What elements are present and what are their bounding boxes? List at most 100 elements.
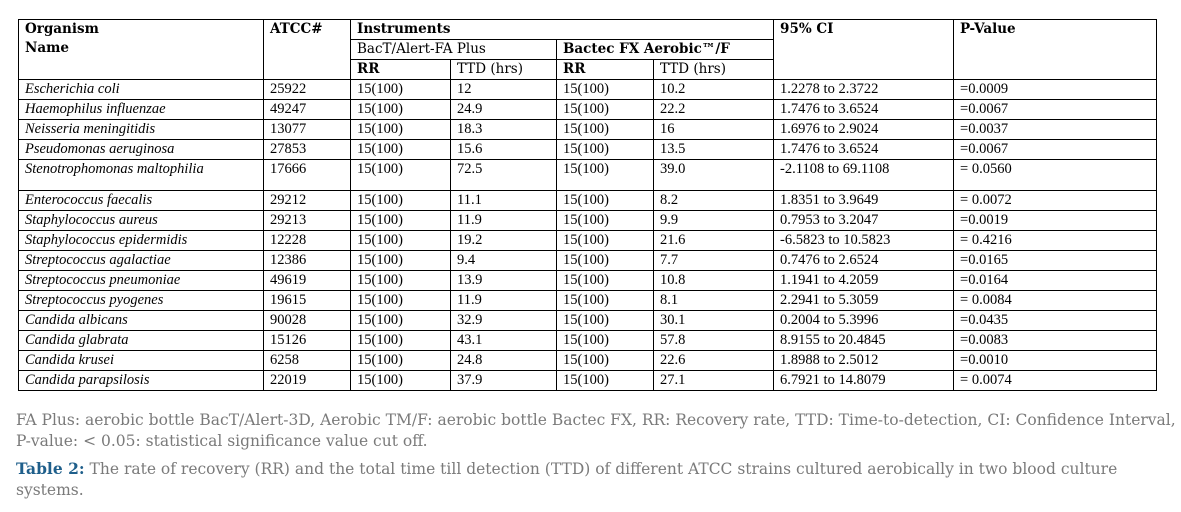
header-row-1: Organism Name ATCC# Instruments 95% CI P-…: [18, 19, 1158, 80]
table-row: Streptococcus agalactiae 12386 15(100) 9.4 1…: [18, 250, 1158, 271]
organism-cell: Neisseria meningitidis: [18, 119, 264, 140]
rr-bactec-cell: 15(100): [556, 99, 654, 120]
atcc-cell: 12228: [263, 230, 351, 251]
ci-cell: 8.9155 to 20.4845: [773, 330, 955, 351]
ttd-bactec-cell: 10.2: [652, 79, 775, 100]
atcc-cell: 6258: [263, 350, 351, 371]
rr-bactec-cell: 15(100): [556, 79, 654, 100]
table-row: Pseudomonas aeruginosa 27853 15(100) 15.6 15…: [18, 139, 1158, 160]
rr-bact-cell: 15(100): [350, 139, 451, 160]
atcc-cell: 25922: [263, 79, 351, 100]
rr-bactec-cell: 15(100): [556, 159, 654, 191]
ci-cell: 1.1941 to 4.2059: [773, 270, 955, 291]
ci-cell: -6.5823 to 10.5823: [773, 230, 955, 251]
atcc-cell: 19615: [263, 290, 351, 311]
pvalue-cell: =0.0037: [953, 119, 1158, 140]
ci-cell: 1.7476 to 3.6524: [773, 99, 955, 120]
organism-cell: Candida krusei: [18, 350, 264, 371]
rr-bact-cell: 15(100): [350, 119, 451, 140]
ttd-bact-cell: 13.9: [450, 270, 557, 291]
ci-cell: 0.2004 to 5.3996: [773, 310, 955, 331]
ttd-bact-cell: 9.4: [450, 250, 557, 271]
rr-bactec-cell: 15(100): [556, 119, 654, 140]
organism-cell: Stenotrophomonas maltophilia: [18, 159, 264, 191]
ttd-bactec-cell: 8.1: [652, 290, 775, 311]
ci-cell: 0.7953 to 3.2047: [773, 210, 955, 231]
table-row: Candida parapsilosis 22019 15(100) 37.9 15(1…: [18, 370, 1158, 391]
ci-cell: 1.7476 to 3.6524: [773, 139, 955, 160]
ci-cell: 1.6976 to 2.9024: [773, 119, 955, 140]
table-body: Organism Name ATCC# Instruments 95% CI P-…: [18, 19, 1158, 391]
ci-cell: 1.2278 to 2.3722: [773, 79, 955, 100]
table-row: Streptococcus pyogenes 19615 15(100) 11.9 15…: [18, 290, 1158, 311]
ttd-bact-cell: 12: [450, 79, 557, 100]
organism-cell: Pseudomonas aeruginosa: [18, 139, 264, 160]
pvalue-cell: =0.0019: [953, 210, 1158, 231]
rr-bact-cell: 15(100): [350, 330, 451, 351]
rr-bact-cell: 15(100): [350, 210, 451, 231]
ci-cell: 1.8988 to 2.5012: [773, 350, 955, 371]
atcc-cell: 15126: [263, 330, 351, 351]
ttd-bact-cell: 72.5: [450, 159, 557, 191]
organism-header-line1: Organism: [25, 21, 99, 37]
table-row: Stenotrophomonas maltophilia 17666 15(100)…: [18, 159, 1158, 191]
atcc-cell: 90028: [263, 310, 351, 331]
ttd-bact-cell: 11.1: [450, 190, 557, 211]
rr-bact-cell: 15(100): [350, 270, 451, 291]
rr-bact-cell: 15(100): [350, 370, 451, 391]
rr-bactec-cell: 15(100): [556, 310, 654, 331]
organism-header-line2: Name: [25, 40, 69, 56]
ttd-bactec-cell: 27.1: [652, 370, 775, 391]
ci-cell: 2.2941 to 5.3059: [773, 290, 955, 311]
pvalue-cell: = 0.0072: [953, 190, 1158, 211]
ttd-bactec-cell: 10.8: [652, 270, 775, 291]
rr-bactec-cell: 15(100): [556, 230, 654, 251]
ttd-bact-cell: 24.8: [450, 350, 557, 371]
pvalue-cell: = 0.0560: [953, 159, 1158, 191]
organism-cell: Escherichia coli: [18, 79, 264, 100]
ttd-bact-cell: 11.9: [450, 210, 557, 231]
atcc-cell: 22019: [263, 370, 351, 391]
rr-header-bact: RR: [350, 59, 451, 80]
rr-bactec-cell: 15(100): [556, 370, 654, 391]
ci-header: 95% CI: [773, 19, 955, 80]
bactec-header: Bactec FX Aerobic™/F: [555, 39, 775, 60]
table-caption: Table 2: The rate of recovery (RR) and t…: [16, 458, 1176, 501]
rr-bactec-cell: 15(100): [556, 190, 654, 211]
table-row: Staphylococcus epidermidis 12228 15(100) 19…: [18, 230, 1158, 251]
ttd-bactec-cell: 13.5: [652, 139, 775, 160]
pvalue-cell: =0.0435: [953, 310, 1158, 331]
ttd-bactec-cell: 30.1: [652, 310, 775, 331]
rr-bact-cell: 15(100): [350, 250, 451, 271]
organism-cell: Candida glabrata: [18, 330, 264, 351]
rr-bact-cell: 15(100): [350, 99, 451, 120]
ttd-bact-cell: 18.3: [450, 119, 557, 140]
organism-cell: Candida albicans: [18, 310, 264, 331]
rr-bact-cell: 15(100): [350, 79, 451, 100]
ttd-bactec-cell: 22.2: [652, 99, 775, 120]
table-row: Streptococcus pneumoniae 49619 15(100) 13.9…: [18, 270, 1158, 291]
table-row: Haemophilus influenzae 49247 15(100) 24.9 15…: [18, 99, 1158, 120]
rr-bact-cell: 15(100): [350, 350, 451, 371]
ttd-bactec-cell: 21.6: [652, 230, 775, 251]
ttd-bact-cell: 11.9: [450, 290, 557, 311]
organism-header: Organism Name: [18, 19, 264, 80]
rr-bactec-cell: 15(100): [556, 250, 654, 271]
table-row: Staphylococcus aureus 29213 15(100) 11.9 15(…: [18, 210, 1158, 231]
header-row-3: RR TTD (hrs) RR TTD (hrs): [19, 59, 1157, 80]
rr-bact-cell: 15(100): [350, 290, 451, 311]
atcc-cell: 29212: [263, 190, 351, 211]
atcc-cell: 12386: [263, 250, 351, 271]
rr-bact-cell: 15(100): [350, 159, 451, 191]
pvalue-cell: =0.0067: [953, 139, 1158, 160]
organism-cell: Haemophilus influenzae: [18, 99, 264, 120]
rr-bactec-cell: 15(100): [556, 330, 654, 351]
ci-cell: 0.7476 to 2.6524: [773, 250, 955, 271]
pvalue-cell: = 0.4216: [953, 230, 1158, 251]
rr-bact-cell: 15(100): [350, 310, 451, 331]
organism-cell: Streptococcus agalactiae: [18, 250, 264, 271]
pvalue-cell: = 0.0074: [953, 370, 1158, 391]
rr-bactec-cell: 15(100): [556, 290, 654, 311]
ttd-bactec-cell: 57.8: [652, 330, 775, 351]
organism-cell: Staphylococcus aureus: [18, 210, 264, 231]
